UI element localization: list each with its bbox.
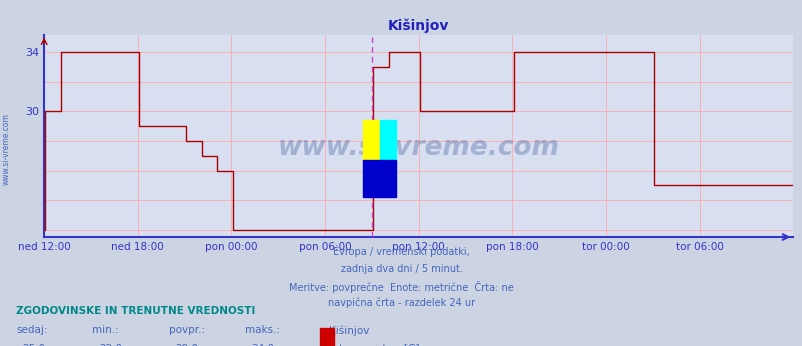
Text: temperatura[C]: temperatura[C] <box>338 344 419 346</box>
Text: navpična črta - razdelek 24 ur: navpična črta - razdelek 24 ur <box>327 297 475 308</box>
Text: sedaj:: sedaj: <box>16 325 47 335</box>
Text: maks.:: maks.: <box>245 325 280 335</box>
Text: 22,0: 22,0 <box>99 344 122 346</box>
Text: ZGODOVINSKE IN TRENUTNE VREDNOSTI: ZGODOVINSKE IN TRENUTNE VREDNOSTI <box>16 306 255 316</box>
Text: 25,0: 25,0 <box>22 344 46 346</box>
Text: Meritve: povprečne  Enote: metrične  Črta: ne: Meritve: povprečne Enote: metrične Črta:… <box>289 281 513 293</box>
Bar <box>379 120 396 160</box>
Title: Kišinjov: Kišinjov <box>387 19 449 34</box>
Text: Kišinjov: Kišinjov <box>329 325 369 336</box>
Text: 34,0: 34,0 <box>251 344 274 346</box>
Text: 29,0: 29,0 <box>175 344 198 346</box>
Text: www.si-vreme.com: www.si-vreme.com <box>277 135 559 161</box>
Bar <box>363 120 379 160</box>
Text: www.si-vreme.com: www.si-vreme.com <box>2 113 11 185</box>
Text: min.:: min.: <box>92 325 119 335</box>
Bar <box>363 160 396 197</box>
Text: zadnja dva dni / 5 minut.: zadnja dva dni / 5 minut. <box>340 264 462 274</box>
Text: Evropa / vremenski podatki,: Evropa / vremenski podatki, <box>333 247 469 257</box>
Text: povpr.:: povpr.: <box>168 325 205 335</box>
